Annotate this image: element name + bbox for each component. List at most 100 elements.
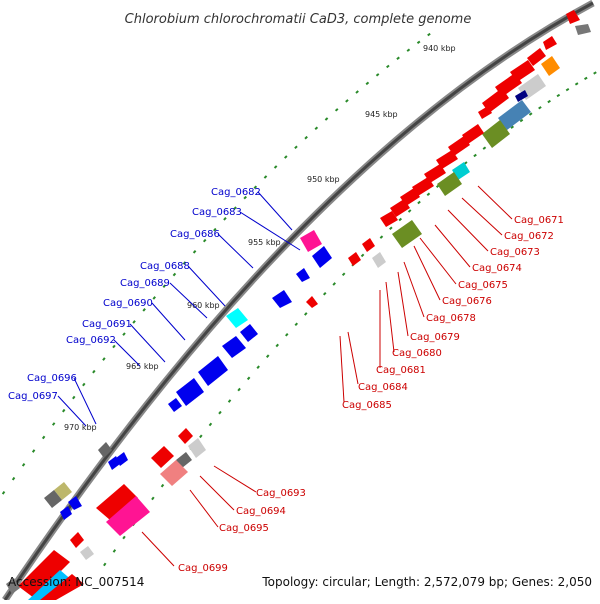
ruler-tick: [416, 40, 421, 45]
gene-arrow[interactable]: [44, 490, 62, 508]
gene-arrow[interactable]: [478, 106, 492, 119]
gene-arrow[interactable]: [160, 460, 188, 486]
ruler-tick: [322, 292, 327, 296]
gene-arrow[interactable]: [312, 246, 332, 268]
ruler-tick: [396, 56, 400, 60]
gene-arrow[interactable]: [40, 574, 84, 600]
gene-label[interactable]: Cag_0685: [342, 400, 392, 411]
gene-arrow[interactable]: [390, 199, 410, 217]
gene-arrow[interactable]: [380, 211, 398, 227]
gene-arrow[interactable]: [176, 378, 204, 406]
gene-label[interactable]: Cag_0692: [66, 335, 116, 346]
gene-label[interactable]: Cag_0671: [514, 215, 564, 226]
gene-label[interactable]: Cag_0689: [120, 278, 170, 289]
gene-arrow[interactable]: [151, 446, 174, 468]
gene-arrow[interactable]: [188, 438, 206, 458]
gene-arrow[interactable]: [198, 356, 228, 386]
gene-label[interactable]: Cag_0694: [236, 506, 286, 517]
kbp-label: 965 kbp: [126, 362, 159, 371]
ruler-tick: [192, 250, 197, 254]
gene-arrow[interactable]: [436, 150, 458, 169]
gene-arrow[interactable]: [96, 484, 138, 520]
gene-label[interactable]: Cag_0675: [458, 280, 508, 291]
ruler-tick: [112, 549, 117, 553]
gene-arrow[interactable]: [498, 100, 531, 130]
gene-arrow[interactable]: [543, 36, 557, 50]
gene-arrow[interactable]: [348, 252, 361, 266]
ruler-tick: [365, 81, 370, 86]
gene-label[interactable]: Cag_0686: [170, 229, 220, 240]
gene-arrow[interactable]: [372, 252, 386, 268]
gene-label[interactable]: Cag_0684: [358, 382, 408, 393]
ruler-tick: [41, 435, 46, 440]
gene-label[interactable]: Cag_0678: [426, 313, 476, 324]
gene-arrow[interactable]: [452, 162, 470, 180]
gene-label[interactable]: Cag_0688: [140, 261, 190, 272]
gene-arrow[interactable]: [70, 532, 84, 548]
gene-arrow[interactable]: [362, 238, 375, 252]
gene-arrow[interactable]: [222, 336, 246, 358]
gene-arrow[interactable]: [68, 496, 82, 510]
gene-label[interactable]: Cag_0693: [256, 488, 306, 499]
gene-arrow[interactable]: [168, 398, 182, 412]
gene-arrow[interactable]: [28, 570, 74, 600]
gene-arrow[interactable]: [482, 88, 509, 113]
gene-label[interactable]: Cag_0695: [219, 523, 269, 534]
gene-arrow[interactable]: [226, 308, 248, 328]
gene-arrow[interactable]: [6, 578, 20, 594]
gene-label[interactable]: Cag_0676: [442, 296, 492, 307]
gene-label[interactable]: Cag_0696: [27, 373, 77, 384]
gene-arrow[interactable]: [515, 90, 528, 102]
ruler-tick: [304, 312, 308, 316]
left-gene-labels: Cag_0682 Cag_0683 Cag_0686 Cag_0688 Cag_…: [8, 187, 261, 402]
gene-label[interactable]: Cag_0683: [192, 207, 242, 218]
kbp-label: 950 kbp: [307, 175, 340, 184]
gene-arrow[interactable]: [54, 482, 72, 500]
gene-label[interactable]: Cag_0690: [103, 298, 153, 309]
gene-arrow[interactable]: [178, 428, 193, 444]
ruler-tick: [426, 192, 431, 197]
gene-arrow[interactable]: [412, 177, 434, 196]
gene-arrow[interactable]: [482, 120, 510, 148]
gene-arrow[interactable]: [424, 164, 446, 183]
inner-gene-track: [18, 10, 591, 600]
gene-label[interactable]: Cag_0691: [82, 319, 132, 330]
gene-arrow[interactable]: [437, 172, 462, 196]
ruler-tick: [294, 322, 299, 327]
gene-label[interactable]: Cag_0674: [472, 263, 522, 274]
gene-label[interactable]: Cag_0681: [376, 365, 426, 376]
gene-arrow[interactable]: [116, 452, 128, 466]
gene-arrow[interactable]: [272, 290, 292, 308]
gene-arrow[interactable]: [462, 124, 484, 144]
gene-arrow[interactable]: [566, 10, 580, 24]
ruler-tick: [565, 87, 570, 92]
ruler-tick: [31, 449, 36, 453]
gene-arrow[interactable]: [306, 296, 318, 308]
gene-label[interactable]: Cag_0672: [504, 231, 554, 242]
ruler-tick: [294, 145, 298, 150]
ruler-tick: [285, 332, 289, 337]
gene-arrow[interactable]: [300, 230, 322, 252]
ruler-tick: [379, 235, 384, 239]
gene-arrow[interactable]: [60, 506, 72, 520]
gene-label[interactable]: Cag_0680: [392, 348, 442, 359]
gene-arrow[interactable]: [18, 550, 70, 598]
gene-arrow[interactable]: [98, 442, 112, 458]
gene-arrow[interactable]: [527, 48, 546, 66]
gene-arrow[interactable]: [448, 136, 470, 156]
gene-label[interactable]: Cag_0679: [410, 332, 460, 343]
gene-arrow[interactable]: [296, 268, 310, 282]
gene-arrow[interactable]: [575, 24, 591, 35]
gene-arrow[interactable]: [392, 220, 422, 248]
ruler-tick: [314, 126, 319, 130]
gene-label[interactable]: Cag_0697: [8, 391, 58, 402]
ruler-tick: [473, 153, 477, 158]
gene-arrow[interactable]: [541, 56, 560, 76]
gene-label[interactable]: Cag_0673: [490, 247, 540, 258]
ruler-tick: [538, 106, 542, 110]
gene-arrow[interactable]: [240, 324, 258, 342]
gene-label[interactable]: Cag_0699: [178, 563, 228, 574]
gene-arrow[interactable]: [80, 546, 94, 560]
gene-arrow[interactable]: [106, 496, 150, 536]
gene-label[interactable]: Cag_0682: [211, 187, 261, 198]
